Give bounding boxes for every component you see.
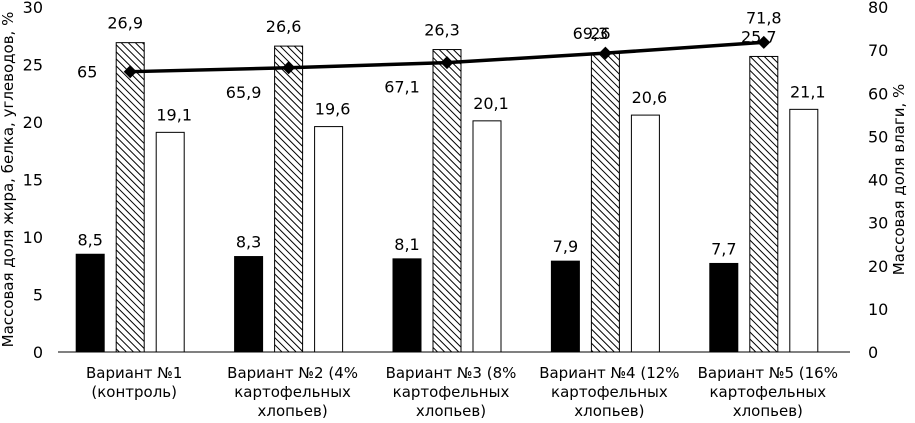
line-label: 67,1: [384, 78, 420, 97]
category-label: Вариант №1 (контроль): [86, 364, 182, 401]
y-tick-label: 30: [23, 0, 43, 17]
bar-Углеводы: [314, 126, 344, 353]
bar-Углеводы: [789, 108, 819, 353]
line-layer: [123, 35, 771, 79]
data-label-Белок: 26,3: [424, 21, 460, 40]
category-label-line: хлопьев): [257, 402, 327, 420]
line-marker: [440, 56, 454, 70]
y-tick-label: 15: [23, 171, 43, 190]
data-label-Белок: 25,7: [741, 27, 777, 46]
y-tick-label: 5: [33, 286, 43, 305]
bar-Белок: [115, 42, 145, 353]
category-label-line: Вариант №3 (8%: [386, 364, 517, 382]
bar-Жир: [550, 260, 580, 353]
bar-Углеводы: [630, 114, 660, 353]
category-label-line: Вариант №5 (16%: [698, 364, 838, 382]
y-tick-label: 25: [23, 56, 43, 75]
category-label: Вариант №5 (16% картофельных хлопьев): [698, 364, 838, 420]
y2-tick-label: 60: [868, 84, 888, 103]
data-label-Жир: 7,9: [553, 237, 578, 256]
data-label-Белок: 26: [590, 24, 610, 43]
y2-tick-label: 70: [868, 41, 888, 60]
category-label: Вариант №2 (4% картофельных хлопьев): [227, 364, 358, 420]
y2-axis-title: Массовая доля влаги, %: [890, 84, 908, 276]
line-label: 69,3: [573, 24, 609, 43]
data-label-Жир: 8,5: [77, 230, 102, 249]
line-marker: [598, 46, 612, 60]
y2-tick-label: 40: [868, 171, 888, 190]
line-label: 71,8: [746, 8, 782, 27]
category-label: Вариант №4 (12% картофельных хлопьев): [539, 364, 679, 420]
y2-tick-label: 20: [868, 257, 888, 276]
bars-layer: [75, 42, 819, 353]
y-tick-label: 0: [33, 343, 43, 362]
category-label-line: (контроль): [91, 383, 177, 401]
category-label-line: картофельных: [234, 383, 351, 401]
category-label-line: хлопьев): [574, 402, 644, 420]
bar-Белок: [749, 55, 779, 353]
data-label-Углеводы: 21,1: [790, 82, 826, 101]
category-label-line: Вариант №1: [86, 364, 182, 382]
y2-tick-label: 50: [868, 127, 888, 146]
data-label-Углеводы: 20,6: [632, 88, 668, 107]
line-marker: [123, 65, 137, 79]
data-label-Углеводы: 19,1: [156, 105, 192, 124]
y2-tick-label: 10: [868, 300, 888, 319]
category-label-line: Вариант №2 (4%: [227, 364, 358, 382]
bar-Углеводы: [155, 131, 185, 353]
category-label: Вариант №3 (8% картофельных хлопьев): [386, 364, 517, 420]
data-label-Жир: 8,3: [236, 233, 261, 252]
bar-Углеводы: [472, 120, 502, 353]
data-label-Белок: 26,9: [107, 14, 143, 33]
category-label-line: картофельных: [551, 383, 668, 401]
labels-layer: 8,5 8,3 8,1 7,9 7,7 26,9 26,6 26,3 26 25,7 19,1 19,…: [77, 8, 826, 258]
y-tick-label: 10: [23, 228, 43, 247]
data-label-Белок: 26,6: [266, 17, 302, 36]
bar-Белок: [274, 45, 304, 353]
line-marker: [282, 61, 296, 75]
y-axis-title: Массовая доля жира, белка, углеводов, %: [0, 12, 17, 348]
line-marker: [757, 35, 771, 49]
bar-Жир: [392, 258, 422, 353]
data-label-Жир: 8,1: [394, 235, 419, 254]
category-label-line: картофельных: [709, 383, 826, 401]
y-tick-label: 20: [23, 113, 43, 132]
category-label-line: картофельных: [393, 383, 510, 401]
data-label-Углеводы: 20,1: [473, 94, 509, 113]
data-label-Углеводы: 19,6: [315, 100, 351, 119]
y2-tick-label: 0: [868, 343, 878, 362]
y2-tick-label: 30: [868, 214, 888, 233]
line-label: 65: [77, 63, 97, 82]
category-label-line: хлопьев): [733, 402, 803, 420]
category-label-line: хлопьев): [416, 402, 486, 420]
bar-Белок: [432, 49, 462, 353]
bar-Жир: [709, 262, 739, 353]
y2-tick-label: 80: [868, 0, 888, 17]
bar-Жир: [234, 256, 264, 353]
bar-Жир: [75, 253, 105, 353]
line-label: 65,9: [226, 83, 262, 102]
bar-Белок: [590, 52, 620, 353]
data-label-Жир: 7,7: [711, 239, 736, 258]
category-label-line: Вариант №4 (12%: [539, 364, 679, 382]
